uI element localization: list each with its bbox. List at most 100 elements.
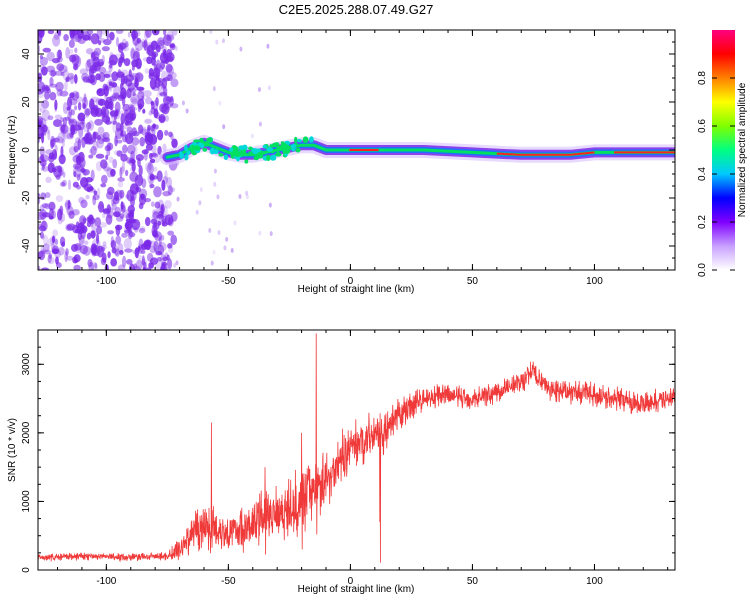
noise-blob — [48, 253, 53, 259]
snr-xtick-label: -100 — [96, 576, 116, 587]
noise-blob — [146, 240, 156, 247]
noise-blob — [95, 233, 100, 245]
noise-blob — [161, 221, 168, 227]
noise-blob — [120, 153, 128, 162]
noise-blob — [155, 250, 163, 256]
noise-blob — [98, 221, 107, 228]
noise-blob — [114, 248, 120, 257]
noise-blob — [72, 35, 82, 43]
noise-blob — [50, 242, 56, 254]
noise-blob — [128, 211, 134, 219]
ridge-blob — [258, 153, 264, 159]
noise-blob — [110, 235, 115, 248]
snr-xlabel: Height of straight line (km) — [298, 584, 415, 595]
noise-speckle — [174, 45, 178, 51]
figure-title: C2E5.2025.288.07.49.G27 — [279, 2, 434, 17]
noise-speckle — [215, 39, 219, 45]
noise-blob — [73, 145, 79, 153]
noise-blob — [126, 189, 135, 202]
noise-blob — [138, 88, 145, 94]
noise-blob — [144, 131, 151, 143]
noise-blob — [62, 129, 71, 140]
noise-speckle — [213, 181, 217, 187]
noise-blob — [65, 248, 69, 256]
noise-blob — [84, 133, 90, 145]
noise-blob — [70, 109, 76, 116]
noise-blob — [39, 231, 44, 239]
ridge-blob — [309, 136, 314, 143]
snr-marks — [38, 333, 675, 563]
noise-blob — [165, 56, 174, 62]
noise-blob — [123, 109, 129, 119]
noise-blob — [131, 98, 139, 107]
noise-blob — [80, 167, 86, 173]
noise-blob — [56, 63, 65, 71]
snr-xtick-label: 0 — [348, 576, 354, 587]
noise-blob — [89, 186, 94, 192]
noise-blob — [74, 258, 79, 264]
noise-blob — [52, 34, 61, 47]
noise-blob — [146, 56, 153, 65]
noise-blob — [162, 34, 172, 46]
noise-blob — [119, 213, 125, 219]
noise-blob — [119, 166, 125, 175]
noise-speckle — [209, 30, 213, 35]
ridge-blob — [290, 144, 297, 149]
noise-blob — [105, 114, 110, 126]
noise-blob — [170, 132, 174, 141]
noise-blob — [135, 153, 145, 162]
noise-blob — [155, 96, 159, 107]
noise-blob — [42, 124, 48, 133]
ridge-blob — [238, 145, 245, 151]
noise-blob — [73, 64, 78, 70]
colorbar-tick-label: 0.4 — [697, 167, 708, 181]
noise-blob — [67, 96, 73, 109]
noise-blob — [54, 248, 61, 259]
noise-speckle — [266, 43, 270, 49]
ridge-blob — [253, 155, 259, 161]
noise-blob — [96, 204, 105, 209]
noise-blob — [41, 163, 45, 171]
noise-blob — [104, 145, 112, 152]
noise-blob — [46, 65, 55, 73]
noise-blob — [170, 234, 178, 246]
ridge-blob — [293, 136, 298, 143]
noise-blob — [104, 136, 111, 143]
noise-blob — [122, 144, 128, 154]
ridge-blob — [244, 159, 249, 164]
noise-blob — [39, 108, 46, 113]
noise-blob — [77, 138, 82, 151]
noise-blob — [46, 51, 55, 62]
noise-blob — [131, 30, 136, 42]
noise-blob — [48, 215, 54, 220]
noise-blob — [52, 245, 59, 254]
ridge-blob — [199, 137, 204, 143]
noise-blob — [105, 154, 109, 160]
noise-blob — [164, 129, 169, 136]
noise-blob — [136, 86, 145, 91]
noise-blob — [101, 46, 110, 52]
noise-blob — [66, 255, 74, 261]
noise-blob — [54, 103, 58, 113]
spectrogram-xtick-label: 0 — [348, 276, 354, 287]
noise-blob — [139, 225, 146, 232]
noise-blob — [48, 155, 55, 163]
noise-blob — [61, 179, 67, 187]
noise-blob — [127, 227, 133, 240]
noise-speckle — [185, 108, 189, 114]
noise-blob — [90, 243, 98, 255]
noise-blob — [166, 258, 173, 270]
noise-blob — [120, 113, 125, 125]
noise-blob — [51, 167, 57, 173]
spectrogram-marks — [38, 30, 675, 270]
noise-blob — [122, 103, 131, 112]
snr-xtick-label: 100 — [586, 576, 603, 587]
noise-blob — [134, 39, 144, 51]
noise-blob — [70, 124, 76, 136]
noise-speckle — [269, 231, 273, 237]
noise-blob — [38, 223, 43, 229]
noise-blob — [59, 90, 69, 97]
noise-blob — [141, 41, 147, 48]
noise-blob — [50, 139, 54, 150]
